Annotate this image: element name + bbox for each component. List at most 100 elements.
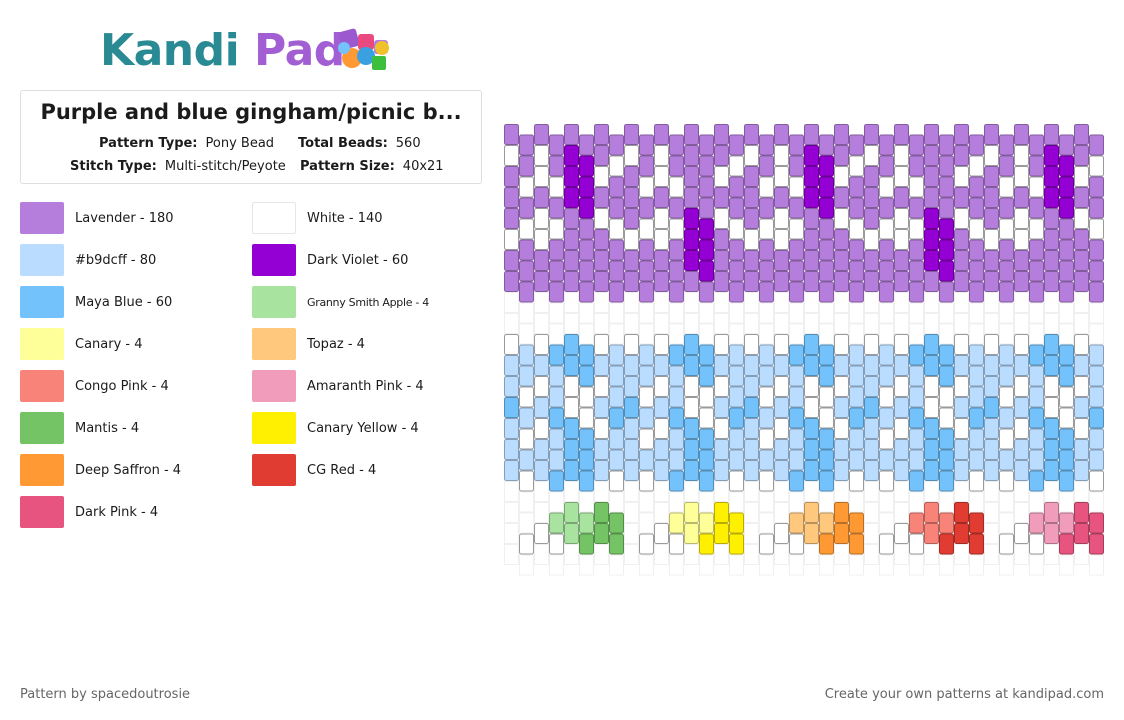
bead (939, 428, 954, 450)
stitch-type-value: Multi-stitch/Peyote (164, 159, 286, 174)
bead (744, 439, 759, 460)
empty-cell (849, 323, 864, 345)
kandipad-link[interactable]: Create your own patterns at kandipad.com (824, 687, 1104, 702)
bead (894, 124, 909, 145)
bead (639, 407, 654, 429)
legend-swatch (20, 202, 64, 234)
empty-cell (609, 491, 624, 513)
bead (549, 533, 564, 555)
bead (669, 260, 684, 282)
bead (714, 271, 729, 292)
empty-cell (579, 323, 594, 345)
bead (1074, 523, 1089, 544)
bead (1029, 428, 1044, 450)
bead (999, 344, 1014, 366)
bead (744, 334, 759, 355)
bead (579, 344, 594, 366)
bead (594, 166, 609, 187)
empty-cell (969, 491, 984, 513)
bead (699, 197, 714, 219)
bead (594, 439, 609, 460)
bead (1029, 197, 1044, 219)
bead (1044, 145, 1059, 166)
bead (924, 208, 939, 229)
bead (834, 229, 849, 250)
bead (774, 523, 789, 544)
empty-cell (939, 323, 954, 345)
bead (1014, 145, 1029, 166)
bead (549, 218, 564, 240)
empty-cell (894, 544, 909, 565)
empty-cell (864, 313, 879, 334)
empty-cell (729, 323, 744, 345)
bead (1089, 344, 1104, 366)
bead (729, 365, 744, 387)
bead (1074, 334, 1089, 355)
bead (669, 239, 684, 261)
bead (939, 218, 954, 240)
bead (999, 239, 1014, 261)
bead (549, 344, 564, 366)
bead (894, 271, 909, 292)
bead (729, 533, 744, 555)
bead (999, 281, 1014, 303)
bead (939, 449, 954, 471)
bead (684, 523, 699, 544)
bead (654, 460, 669, 481)
empty-cell (804, 292, 819, 313)
bead (999, 260, 1014, 282)
empty-cell (924, 292, 939, 313)
bead (579, 218, 594, 240)
bead (894, 523, 909, 544)
bead (759, 155, 774, 177)
bead (1014, 376, 1029, 397)
logo-text-pad: Pad (254, 25, 345, 76)
bead (819, 176, 834, 198)
bead (639, 365, 654, 387)
bead (909, 344, 924, 366)
bead (519, 533, 534, 555)
bead (864, 271, 879, 292)
bead (639, 134, 654, 156)
bead (654, 523, 669, 544)
empty-cell (789, 302, 804, 324)
empty-cell (879, 302, 894, 324)
legend-label: Canary Yellow - 4 (307, 420, 419, 436)
bead (504, 124, 519, 145)
bead (729, 449, 744, 471)
kandipad-logo[interactable]: Kandi Pad (100, 25, 389, 76)
legend-item: White - 140 (252, 202, 383, 234)
bead (1074, 397, 1089, 418)
bead (1029, 176, 1044, 198)
empty-cell (1059, 554, 1074, 576)
bead (714, 145, 729, 166)
bead (1089, 260, 1104, 282)
bead (804, 250, 819, 271)
bead (639, 533, 654, 555)
bead (939, 533, 954, 555)
empty-cell (579, 302, 594, 324)
bead (864, 376, 879, 397)
bead (849, 386, 864, 408)
bead (909, 281, 924, 303)
bead (789, 533, 804, 555)
empty-cell (849, 491, 864, 513)
bead (684, 229, 699, 250)
empty-cell (924, 313, 939, 334)
bead (879, 281, 894, 303)
bead (1089, 428, 1104, 450)
bead (714, 187, 729, 208)
bead (579, 239, 594, 261)
empty-cell (684, 481, 699, 502)
bead (1059, 407, 1074, 429)
bead (624, 397, 639, 418)
bead (579, 470, 594, 492)
bead (879, 344, 894, 366)
empty-cell (969, 323, 984, 345)
bead (834, 124, 849, 145)
pattern-credit: Pattern by spacedoutrosie (20, 687, 191, 702)
bead (834, 208, 849, 229)
bead (924, 418, 939, 439)
bead (894, 145, 909, 166)
empty-cell (939, 491, 954, 513)
